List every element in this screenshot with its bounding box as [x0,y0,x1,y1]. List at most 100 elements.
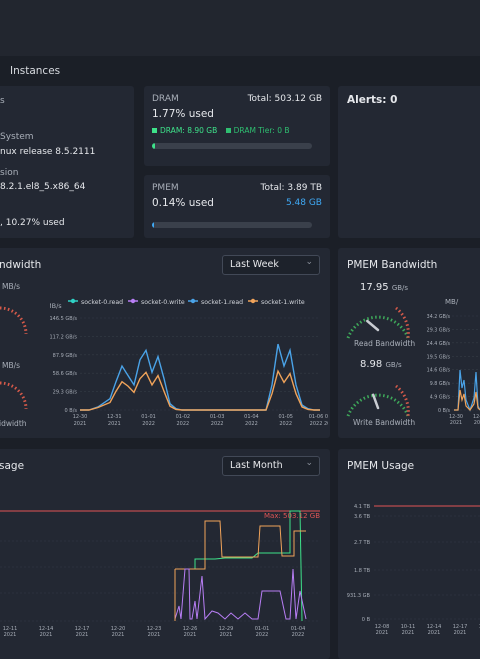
legend-label-socket-1.read: socket-1.read [201,299,243,306]
version-label: sion [0,168,18,178]
legend-marker-socket-0.write [131,299,135,303]
usage-x-tick-year: 2021 [220,632,233,638]
legend-marker-socket-0.read [71,299,75,303]
system-section-label: s [0,96,5,106]
pmem-x-tick-label: 12-31 [473,414,480,420]
pmem-card: PMEM Total: 3.89 TB 0.14% used 5.48 GB [144,175,330,238]
x-tick-year: 2022 [176,421,189,427]
series-line-socket-1.write [80,371,320,410]
top-bar [0,0,480,56]
dram-tier-legend-label: DRAM Tier: 0 B [234,126,290,135]
pmem-usage-title: PMEM Usage [347,460,414,472]
kernel-value: 8.2.1.el8_5.x86_64 [0,182,85,192]
read-gauge-needle [367,321,378,330]
system-card: s System nux release 8.5.2111 sion 8.2.1… [0,86,134,238]
os-value: nux release 8.5.2111 [0,147,95,157]
pmem-usage-y-tick-label: 931.3 GB [347,593,371,599]
x-tick-label: 01-05 [278,414,293,420]
system-label: System [0,132,34,142]
dram-total: Total: 503.12 GB [248,94,322,104]
alerts-card: Alerts: 0 [338,86,480,238]
x-tick-year: 2022 [211,421,224,427]
pmem-y-tick-label: 4.9 GB/s [430,395,451,401]
x-tick-label: 01-06 01 [309,414,328,420]
series-line-socket-1.read [80,344,320,410]
pmem-usage-y-tick-label: 4.1 TB [354,504,371,510]
usage-x-tick-year: 2022 [292,632,305,638]
y-tick-label: 58.6 GB/s [53,371,78,377]
dram-usage-fill [152,143,155,149]
pmem-usage-y-tick-label: 3.6 TB [354,514,371,520]
pmem-y-tick-label: 14.6 GB/s [427,368,451,374]
usage-x-tick-year: 2021 [4,632,17,638]
x-tick-label: 01-02 [176,414,191,420]
y-tick-label: 117.2 GB/s [50,334,77,340]
usage-x-tick-year: 2021 [76,632,89,638]
cpu-value: , 10.27% used [0,218,65,228]
pmem-usage-x-tick-year: 2021 [428,630,441,636]
y-axis-unit: MB/s [50,302,62,310]
dram-bandwidth-card: ndwidth Last Week⌄ MB/s MB/s idwidth soc… [0,248,330,438]
dram-legend-swatch [152,128,157,133]
dram-legend: DRAM: 8.90 GB DRAM Tier: 0 B [152,126,290,135]
legend-label-socket-1.write: socket-1.write [261,299,305,306]
dram-usage-bar [152,143,312,149]
legend-label-socket-0.read: socket-0.read [81,299,123,306]
dram-title: DRAM [152,94,179,104]
pmem-usage-bar [152,222,312,228]
dram-usage-range-select[interactable]: Last Month ⌄ [222,456,320,476]
alerts-title: Alerts: 0 [347,94,397,106]
tab-instances[interactable]: Instances [10,65,60,77]
write-gauge-needle [373,395,378,408]
y-tick-label: 29.3 GB/s [53,390,78,396]
dram-card: DRAM Total: 503.12 GB 1.77% used DRAM: 8… [144,86,330,166]
pmem-x-tick-year: 2021 [450,420,462,426]
dram-legend-label: DRAM: 8.90 GB [160,126,217,135]
pmem-y-tick-label: 24.4 GB/s [427,341,451,347]
pmem-total: Total: 3.89 TB [261,183,322,193]
dram-tier-legend-swatch [226,128,231,133]
x-tick-label: 12-30 [73,414,88,420]
y-tick-label: 87.9 GB/s [53,353,78,359]
pmem-y-tick-label: 9.8 GB/s [430,381,451,387]
pmem-read-line [454,370,480,410]
tab-bar: Instances [0,56,480,86]
x-tick-year: 2022 [245,421,258,427]
pmem-y-tick-label: 0 B/s [438,408,450,414]
pmem-title: PMEM [152,183,179,193]
legend-label-socket-0.write: socket-0.write [141,299,185,306]
dram-bandwidth-chart: socket-0.read socket-0.write socket-1.read… [50,288,328,436]
usage-x-tick-year: 2021 [40,632,53,638]
pmem-y-tick-label: 29.3 GB/s [427,327,451,333]
legend-marker-socket-1.read [191,299,195,303]
dram-usage-title: sage [0,460,24,472]
read-gauge-arc-green [348,317,408,338]
usage-x-tick-year: 2021 [148,632,161,638]
pmem-usage-y-tick-label: 0 B [362,617,371,623]
pmem-x-tick-label: 12-30 [449,414,463,420]
usage-x-tick-year: 2022 [256,632,269,638]
x-tick-label: 01-01 [141,414,156,420]
chevron-down-icon: ⌄ [305,458,313,468]
usage-line-purple [175,569,306,619]
pmem-usage-x-tick-year: 2021 [402,630,415,636]
dram-usage-chart: 12-11202112-14202112-17202112-20202112-2… [0,501,330,651]
pmem-y-tick-label: 34.2 GB/s [427,314,451,320]
pmem-used: 0.14% used [152,197,214,209]
x-tick-year: 2021 [74,421,87,427]
pmem-usage-x-tick-year: 2021 [376,630,389,636]
pmem-usage-y-tick-label: 1.8 TB [354,568,371,574]
usage-x-tick-year: 2021 [112,632,125,638]
x-tick-year: 2022 [142,421,155,427]
pmem-usage-card: PMEM Usage 0 B 931.3 GB 1.8 TB 2.7 TB 3.6 TB… [338,449,480,659]
x-tick-year: 2022 20 [310,421,328,427]
pmem-usage-y-tick-label: 2.7 TB [354,540,371,546]
pmem-used-amount: 5.48 GB [286,198,322,208]
usage-x-tick-year: 2021 [184,632,197,638]
pmem-usage-x-tick-year: 2021 [454,630,467,636]
y-tick-label: 146.5 GB/s [50,316,77,322]
x-tick-year: 2021 [108,421,121,427]
usage-select-value: Last Month [230,460,283,471]
